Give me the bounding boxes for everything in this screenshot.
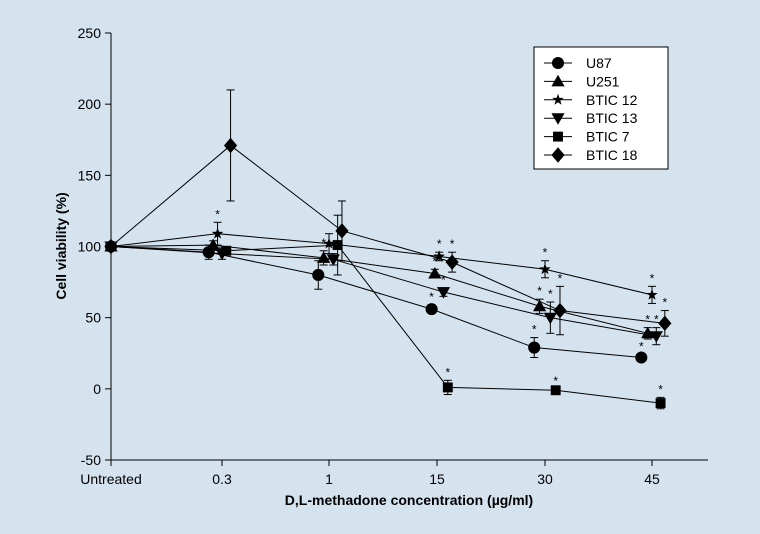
marker-triangle-up	[428, 266, 442, 279]
marker-square	[221, 245, 232, 256]
series-btic-18: ***	[104, 89, 672, 337]
marker-star	[211, 227, 224, 239]
marker-diamond	[445, 254, 459, 270]
significance-star: *	[658, 382, 663, 396]
marker-diamond	[658, 315, 672, 332]
marker-triangle-down	[543, 312, 557, 325]
legend: U87 U251 BTIC 12 BTIC 13 BTIC 7 BTIC 18	[533, 46, 669, 170]
y-tick-label: 50	[85, 310, 101, 326]
legend-entry: U251	[544, 73, 620, 89]
significance-star: *	[537, 284, 542, 298]
x-axis-title: D,L-methadone concentration (µg/ml)	[285, 492, 533, 508]
significance-star: *	[445, 365, 450, 379]
marker-star	[433, 250, 445, 262]
legend-label: BTIC 7	[586, 129, 630, 145]
marker-diamond	[551, 147, 565, 163]
series-btic-7: ***	[106, 214, 666, 410]
significance-star: *	[441, 273, 446, 287]
marker-triangle-down	[436, 287, 451, 299]
marker-circle	[635, 351, 648, 364]
legend-label: U251	[586, 73, 620, 89]
marker-triangle-down	[551, 113, 565, 125]
series-line	[110, 244, 648, 334]
series-line	[110, 233, 653, 296]
y-tick-label: -50	[81, 452, 101, 468]
legend-label: BTIC 18	[586, 147, 638, 163]
series-line	[110, 246, 657, 337]
marker-square	[655, 398, 666, 409]
y-axis-title: Cell viability (%)	[53, 192, 69, 299]
x-tick-label: Untreated	[80, 471, 141, 487]
significance-star: *	[663, 296, 668, 310]
significance-star: *	[437, 237, 442, 251]
y-tick-label: 100	[78, 239, 102, 255]
legend-entry: BTIC 13	[544, 110, 638, 126]
y-tick-label: 0	[93, 381, 101, 397]
marker-triangle-up	[206, 238, 220, 251]
significance-star: *	[639, 340, 644, 354]
marker-star	[323, 237, 335, 249]
marker-circle	[312, 268, 325, 282]
marker-circle	[528, 341, 541, 354]
legend-label: BTIC 13	[586, 110, 638, 126]
marker-diamond	[223, 137, 238, 154]
significance-star: *	[429, 290, 434, 304]
y-tick-label: 200	[78, 96, 102, 112]
series-layer: *********************	[104, 89, 672, 410]
significance-star: *	[543, 246, 548, 260]
significance-star: *	[548, 287, 553, 301]
x-tick-label: 1	[325, 471, 333, 487]
marker-triangle-down	[649, 331, 663, 343]
marker-square	[332, 240, 343, 251]
series-line	[110, 144, 665, 324]
series-btic-13: ****	[104, 239, 663, 346]
axes: -50 0 50 100 150 200 250 Untreated 0.3 1 15 30 45	[78, 25, 708, 487]
significance-star: *	[450, 237, 455, 251]
marker-diamond	[104, 238, 118, 255]
x-tick-label: 30	[537, 471, 553, 487]
marker-diamond	[335, 223, 349, 239]
significance-star: *	[654, 313, 659, 327]
legend-label: U87	[586, 55, 612, 71]
marker-square	[550, 385, 561, 396]
marker-circle	[551, 56, 565, 70]
series-line	[110, 246, 642, 359]
x-tick-label: 0.3	[212, 471, 232, 487]
significance-star: *	[650, 271, 655, 285]
marker-triangle-down	[326, 254, 340, 266]
legend-entry: U87	[544, 55, 612, 71]
legend-entry: BTIC 12	[544, 92, 638, 108]
significance-star: *	[645, 313, 650, 327]
legend-entry: BTIC 18	[544, 147, 638, 163]
marker-triangle-up	[533, 299, 547, 312]
x-tick-label: 45	[644, 471, 660, 487]
marker-square	[442, 382, 453, 393]
y-tick-label: 150	[78, 167, 102, 183]
marker-triangle-up	[317, 251, 331, 263]
significance-star: *	[553, 374, 558, 388]
significance-star: *	[433, 254, 438, 268]
marker-square	[553, 131, 563, 142]
marker-star	[539, 263, 551, 275]
series-line	[110, 244, 661, 404]
x-tick-label: 15	[429, 471, 445, 487]
significance-star: *	[532, 323, 537, 337]
series-u87: ***	[104, 240, 648, 364]
significance-star: *	[215, 207, 220, 221]
y-tick-label: 250	[78, 25, 102, 41]
marker-star	[552, 93, 564, 105]
marker-diamond	[553, 302, 567, 319]
legend-entry: BTIC 7	[544, 129, 630, 145]
legend-label: BTIC 12	[586, 92, 638, 108]
marker-triangle-up	[551, 74, 565, 87]
marker-circle	[425, 303, 438, 316]
marker-star	[646, 288, 658, 300]
series-btic-12: ****	[105, 207, 658, 304]
significance-star: *	[558, 271, 563, 285]
